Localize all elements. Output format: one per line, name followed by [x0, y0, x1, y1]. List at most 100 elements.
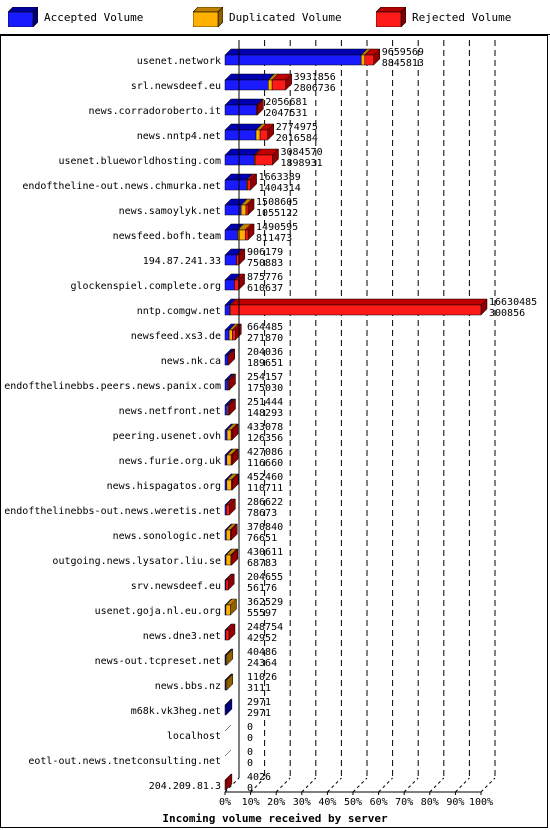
rejected-bar: [230, 529, 232, 541]
total-volume-label: 204655: [247, 572, 283, 583]
accepted-bar: [224, 279, 235, 291]
rejected-bar: [256, 104, 258, 116]
accepted-bar: [224, 54, 362, 66]
accepted-volume-label: 76651: [247, 533, 277, 544]
x-tick-label: 30%: [293, 797, 311, 808]
rejected-bar: [227, 354, 229, 366]
total-volume-label: 1490595: [256, 222, 298, 233]
server-label: m68k.vk3heg.net: [131, 706, 221, 717]
legend-label-rejected: Rejected Volume: [412, 10, 512, 24]
floor-line: [480, 777, 496, 793]
rejected-bar: [271, 79, 286, 91]
rejected-bar: [228, 379, 230, 391]
total-volume-label: 370840: [247, 522, 283, 533]
accepted-bar-top: [224, 123, 263, 131]
duplicated-bar: [225, 654, 228, 666]
server-label: news.nk.ca: [161, 356, 221, 367]
duplicated-bar: [225, 554, 232, 566]
accepted-volume-label: 126356: [247, 433, 283, 444]
accepted-volume-label: 1055122: [256, 208, 298, 219]
floor-line: [429, 777, 445, 793]
rejected-bar: [230, 554, 233, 566]
total-volume-label: 362529: [247, 597, 283, 608]
accepted-volume-label: 2971: [247, 708, 271, 719]
accepted-volume-label: 56176: [247, 583, 277, 594]
legend-item-rejected: Rejected Volume: [376, 6, 511, 28]
server-label: news.netfront.net: [119, 406, 221, 417]
accepted-volume-label: 610637: [247, 283, 283, 294]
x-tick-label: 10%: [242, 797, 260, 808]
floor-line: [301, 777, 317, 793]
server-label: usenet.network: [137, 56, 221, 67]
total-volume-label: 2971: [247, 697, 271, 708]
accepted-bar: [224, 429, 228, 441]
accepted-bar: [224, 304, 230, 316]
rejected-bar: [244, 229, 249, 241]
floor-line: [455, 777, 470, 793]
accepted-volume-label: 1404314: [259, 183, 301, 194]
accepted-bar: [224, 254, 237, 266]
rejected-bar: [234, 279, 239, 291]
rejected-bar: [247, 179, 251, 191]
total-volume-label: 40486: [247, 647, 277, 658]
duplicated-bar: [225, 604, 231, 616]
server-label: news.hispagatos.org: [107, 481, 221, 492]
total-volume-label: 286622: [247, 497, 283, 508]
total-volume-label: 664485: [247, 322, 283, 333]
server-label: eotl-out.news.tnetconsulting.net: [28, 756, 221, 767]
x-tick-label: 0%: [219, 797, 231, 808]
accepted-volume-label: 0: [247, 733, 253, 744]
x-tick-label: 70%: [395, 797, 413, 808]
server-label: news.samoylyk.net: [119, 206, 221, 217]
accepted-volume-label: 116660: [247, 458, 283, 469]
total-volume-label: 430611: [247, 547, 283, 558]
accepted-volume-label: 2806736: [294, 83, 336, 94]
duplicated-bar: [226, 454, 232, 466]
rejected-swatch-icon: [376, 7, 406, 27]
server-label: newsfeed.bofh.team: [113, 231, 221, 242]
accepted-bar: [224, 229, 238, 241]
accepted-volume-label: 300856: [489, 308, 525, 319]
server-label: newsfeed.xs3.de: [131, 331, 221, 342]
legend-item-accepted: Accepted Volume: [8, 6, 143, 28]
floor-line: [275, 777, 291, 793]
total-volume-label: 3084570: [280, 147, 322, 158]
chart-panel: usenet.network 9659569 8845813 srl.newsdeef…: [0, 35, 548, 828]
rejected-bar: [230, 429, 233, 441]
total-volume-label: 3931856: [294, 72, 336, 83]
rejected-bar: [232, 329, 236, 341]
legend-label-duplicated: Duplicated Volume: [229, 10, 342, 24]
rejected-bar: [236, 254, 240, 266]
accepted-volume-label: 68783: [247, 558, 277, 569]
accepted-volume-label: 0: [247, 783, 253, 794]
accepted-volume-label: 55597: [247, 608, 277, 619]
rejected-bar: [245, 204, 249, 216]
x-tick-label: 60%: [370, 797, 388, 808]
accepted-volume-label: 8845813: [382, 58, 424, 69]
accepted-bar: [224, 404, 228, 416]
accepted-volume-label: 148293: [247, 408, 283, 419]
accepted-bar: [224, 354, 229, 366]
total-volume-label: 452460: [247, 472, 283, 483]
empty-bar: [224, 724, 232, 732]
accepted-volume-label: 42952: [247, 633, 277, 644]
chart-axis: 0% 10% 20% 30% 40% 50% 60% 70% 80% 90% 100%: [219, 40, 493, 808]
accepted-bar-top: [224, 48, 368, 56]
server-label: 204.209.81.3: [149, 781, 221, 792]
server-label: news.bbs.nz: [155, 681, 221, 692]
server-label: endofthelinebbs.peers.news.panix.com: [4, 381, 221, 392]
total-volume-label: 0: [247, 747, 253, 758]
chart-bars: [224, 48, 488, 791]
server-label: srl.newsdeef.eu: [131, 81, 221, 92]
duplicated-bar: [226, 429, 232, 441]
server-label: peering.usenet.ovh: [113, 431, 221, 442]
accepted-volume-label: 271870: [247, 333, 283, 344]
accepted-bar: [224, 329, 230, 341]
rejected-bar: [225, 579, 229, 591]
server-label: news.furie.org.uk: [119, 456, 221, 467]
floor-line: [403, 777, 419, 793]
server-label: nntp.comgw.net: [137, 306, 221, 317]
duplicated-swatch-icon: [193, 7, 223, 27]
accepted-bar-top: [224, 98, 264, 106]
server-label: outgoing.news.lysator.liu.se: [52, 556, 221, 567]
